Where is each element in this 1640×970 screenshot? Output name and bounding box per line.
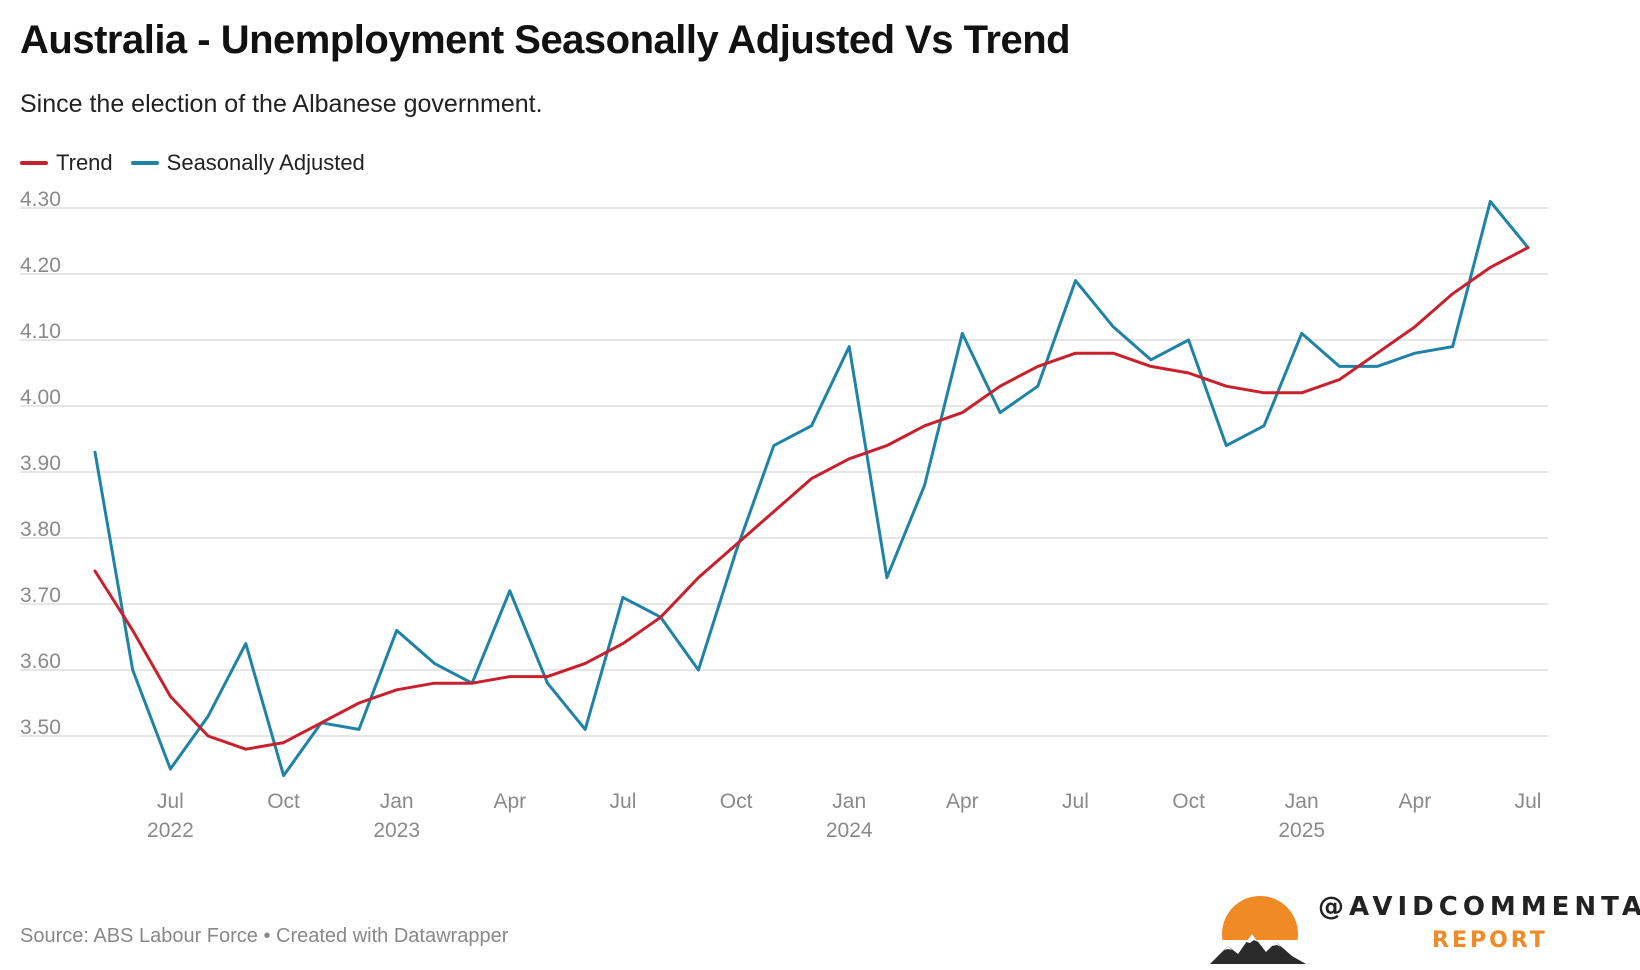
x-tick-label: Apr — [946, 790, 979, 813]
legend-label-trend: Trend — [56, 150, 113, 175]
x-tick-label: Jul — [610, 790, 637, 813]
x-tick-label: Apr — [1399, 790, 1432, 813]
y-tick-label: 3.60 — [20, 650, 61, 673]
gridlines — [20, 207, 1548, 737]
x-tick-year: 2025 — [1278, 819, 1325, 842]
line-chart: 4.30 4.20 4.10 4.00 3.90 3.80 3.70 3.60 3.50 Jul… — [20, 188, 1548, 842]
legend-item-seasonally-adjusted: Seasonally Adjusted — [130, 150, 365, 176]
x-tick-label: Jul — [1062, 790, 1089, 813]
series-line-trend — [93, 246, 1530, 751]
brand-report: REPORT — [1432, 928, 1548, 953]
y-tick-label: 3.90 — [20, 452, 61, 475]
x-tick-label: Oct — [267, 790, 300, 813]
x-axis-ticks: Jul 2022 Oct Jan 2023 Apr Jul Oct Jan 2024 Apr Jul O… — [147, 790, 1541, 842]
series-line-seasonally-adjusted — [93, 199, 1530, 778]
y-tick-label: 4.20 — [20, 254, 61, 277]
brand-watermark: @AVIDCOMMENTATOR REPORT — [1210, 892, 1640, 970]
y-tick-label: 4.00 — [20, 386, 61, 409]
x-tick-label: Apr — [493, 790, 526, 813]
x-tick-label: Jan — [1285, 790, 1319, 813]
y-tick-label: 3.50 — [20, 716, 61, 739]
y-tick-label: 4.30 — [20, 188, 61, 211]
legend-item-trend: Trend — [20, 150, 113, 176]
chart-title: Australia - Unemployment Seasonally Adju… — [20, 18, 1071, 62]
series-lines — [93, 199, 1530, 778]
legend-label-seasonally-adjusted: Seasonally Adjusted — [166, 150, 365, 175]
x-tick-year: 2022 — [147, 819, 194, 842]
y-tick-label: 4.10 — [20, 320, 61, 343]
legend-swatch-trend — [20, 161, 48, 165]
source-note: Source: ABS Labour Force • Created with … — [20, 925, 509, 947]
x-tick-label: Jul — [1515, 790, 1542, 813]
brand-handle: @AVIDCOMMENTATOR — [1318, 892, 1640, 922]
y-axis-ticks: 4.30 4.20 4.10 4.00 3.90 3.80 3.70 3.60 3.50 — [20, 188, 61, 739]
legend: Trend Seasonally Adjusted — [20, 150, 383, 176]
legend-swatch-seasonally-adjusted — [130, 161, 159, 165]
x-tick-year: 2024 — [826, 819, 873, 842]
mountain-sun-logo-icon — [1210, 896, 1310, 970]
x-tick-label: Jul — [157, 790, 184, 813]
x-tick-label: Jan — [832, 790, 866, 813]
x-tick-label: Jan — [380, 790, 414, 813]
x-tick-label: Oct — [720, 790, 753, 813]
x-tick-label: Oct — [1172, 790, 1205, 813]
x-tick-year: 2023 — [373, 819, 420, 842]
y-tick-label: 3.80 — [20, 518, 61, 541]
y-tick-label: 3.70 — [20, 584, 61, 607]
chart-subtitle: Since the election of the Albanese gover… — [20, 90, 543, 118]
